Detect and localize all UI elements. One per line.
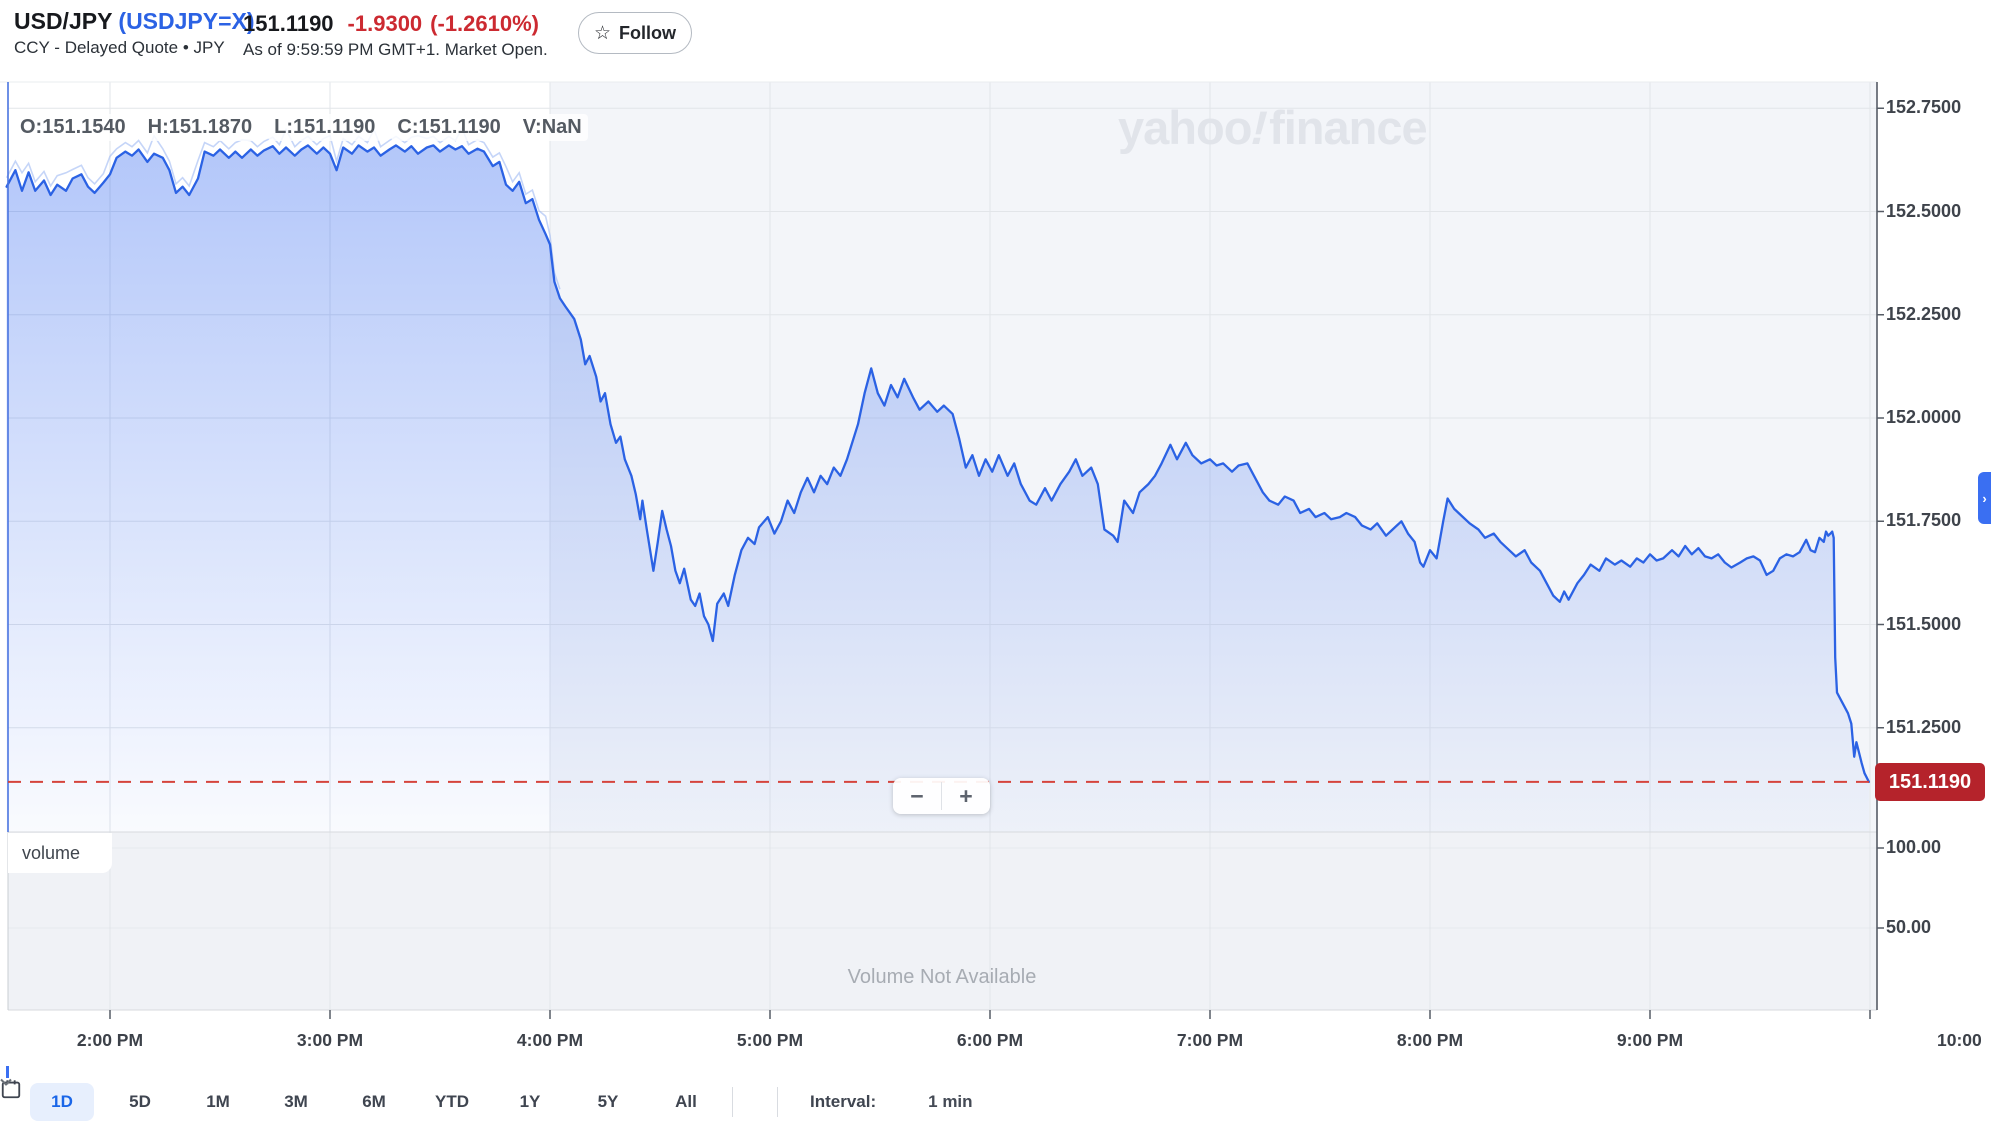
price-axis-label: 152.0000 xyxy=(1886,407,1962,427)
watermark-yahoo: yahoo xyxy=(1118,101,1252,154)
follow-button-label: Follow xyxy=(619,22,677,43)
zoom-in-button[interactable]: + xyxy=(959,782,973,809)
follow-button[interactable]: ☆ Follow xyxy=(578,12,692,54)
interval-dropdown[interactable]: 1 min xyxy=(0,1078,973,1112)
ohlc-value: H:151.1870 xyxy=(141,114,259,141)
star-icon: ☆ xyxy=(593,22,612,44)
price-line xyxy=(5,144,1871,784)
yahoo-finance-watermark: yahoo!finance xyxy=(1118,100,1428,155)
volume-pane-label: volume xyxy=(8,833,112,873)
price-block: 151.1190 -1.9300 (-1.2610%) xyxy=(243,11,539,37)
last-price: 151.1190 xyxy=(243,11,334,36)
price-axis-label: 151.5000 xyxy=(1886,613,1962,634)
page-title: USD/JPY (USDJPY=X) xyxy=(14,8,255,35)
watermark-finance: finance xyxy=(1269,101,1428,154)
price-axis-label: 151.7500 xyxy=(1886,510,1962,531)
ohlc-value: V:NaN xyxy=(516,114,588,141)
symbol-name: USD/JPY xyxy=(14,8,119,34)
range-button-ytd[interactable]: YTD xyxy=(435,1092,469,1111)
volume-axis-label: 50.00 xyxy=(1886,917,1932,937)
left-axis-nub xyxy=(6,1066,9,1082)
volume-panel-bg xyxy=(8,832,1877,1010)
range-button-5y[interactable]: 5Y xyxy=(597,1092,619,1111)
price-axis-label: 151.2500 xyxy=(1886,716,1962,737)
price-area-fill xyxy=(6,145,1869,832)
zoom-out-button[interactable]: − xyxy=(910,782,924,809)
toolbar-divider xyxy=(777,1087,778,1117)
time-axis-label: 10:00 xyxy=(1937,1030,1982,1050)
time-axis-label: 6:00 PM xyxy=(956,1030,1024,1050)
range-button-all[interactable]: All xyxy=(675,1092,697,1111)
price-change: -1.9300 xyxy=(347,11,423,36)
range-button-1d[interactable]: 1D xyxy=(30,1083,94,1121)
time-axis-label: 7:00 PM xyxy=(1176,1030,1244,1050)
as-of-timestamp: As of 9:59:59 PM GMT+1. Market Open. xyxy=(243,40,548,59)
chevron-down-icon xyxy=(0,1078,12,1086)
time-axis-label: 8:00 PM xyxy=(1396,1030,1464,1050)
price-axis-label: 152.2500 xyxy=(1886,303,1962,324)
time-axis-label: 3:00 PM xyxy=(296,1030,364,1050)
range-button-1m[interactable]: 1M xyxy=(206,1092,230,1111)
time-axis-label: 9:00 PM xyxy=(1616,1030,1684,1050)
zoom-controls-divider xyxy=(941,782,942,810)
time-axis-label: 2:00 PM xyxy=(76,1030,144,1050)
time-range-buttons: 1D 5D 1M 3M 6M YTD 1Y 5Y All xyxy=(30,1083,732,1121)
interval-label: Interval: xyxy=(810,1092,877,1111)
ohlc-value: C:151.1190 xyxy=(391,114,507,141)
volume-axis-label: 100.00 xyxy=(1886,837,1942,857)
range-button-3m[interactable]: 3M xyxy=(284,1092,308,1111)
chevron-right-icon: › xyxy=(1982,490,1987,506)
time-axis-label: 4:00 PM xyxy=(516,1030,584,1050)
last-price-axis-badge: 151.1190 xyxy=(1875,763,1985,801)
price-axis-label: 152.5000 xyxy=(1886,200,1962,221)
time-axis-label: 5:00 PM xyxy=(736,1030,804,1050)
range-button-5d[interactable]: 5D xyxy=(129,1092,151,1111)
chart-toolbar: 1D 5D 1M 3M 6M YTD 1Y 5Y All Interval: 1 min xyxy=(0,1078,1991,1126)
ticker-link[interactable]: (USDJPY=X) xyxy=(118,8,255,34)
zoom-controls: − + xyxy=(893,778,990,814)
interval-value: 1 min xyxy=(928,1092,973,1111)
ohlc-value: O:151.1540 xyxy=(14,114,132,141)
price-axis-label: 152.7500 xyxy=(1886,97,1962,118)
quote-subtitle: CCY - Delayed Quote • JPY xyxy=(14,38,225,57)
toolbar-divider xyxy=(732,1087,733,1117)
volume-not-available-text: Volume Not Available xyxy=(847,966,1037,988)
price-change-percent: (-1.2610%) xyxy=(430,11,540,36)
range-button-1y[interactable]: 1Y xyxy=(519,1092,541,1111)
range-button-6m[interactable]: 6M xyxy=(362,1092,386,1111)
ohlc-value: L:151.1190 xyxy=(268,114,382,141)
expand-panel-button[interactable]: › xyxy=(1978,472,1991,524)
ohlc-readout: O:151.1540 H:151.1870 L:151.1190 C:151.1190… xyxy=(14,114,588,141)
